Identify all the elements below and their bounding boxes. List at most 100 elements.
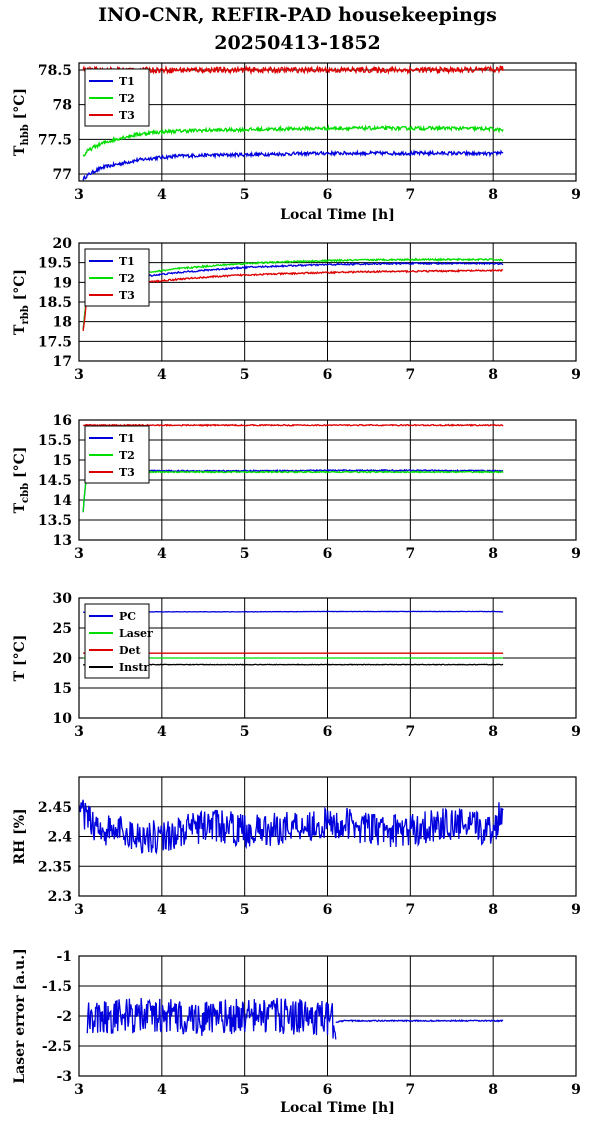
y-axis-label-sub: hbb: [20, 124, 31, 145]
y-tick-label: 30: [53, 591, 73, 607]
x-tick-label: 3: [74, 187, 84, 203]
x-tick-label: 4: [157, 1082, 167, 1098]
x-axis-label: Local Time [h]: [280, 1100, 395, 1116]
y-tick-label: 2.4: [48, 830, 73, 846]
legend-label: T3: [119, 289, 135, 302]
y-tick-label: 20: [53, 236, 73, 252]
chart-panel-5: 3 4 5 6 7 8 9 2.3 2.35 2.4 2.45 RH [%]: [12, 776, 581, 918]
y-axis-label: Trbb [°C]: [12, 269, 31, 335]
y-tick-label: 16: [53, 413, 72, 429]
plot-frame: [78, 419, 577, 541]
x-tick-label: 4: [157, 546, 167, 562]
legend-label: Det: [119, 644, 142, 657]
plot-frame: [78, 242, 577, 362]
x-tick-label: 5: [240, 724, 250, 740]
plot-frame: [78, 597, 577, 719]
y-axis-label-main: T [°C]: [12, 635, 28, 682]
x-tick-label: 4: [157, 724, 167, 740]
x-tick-label: 5: [240, 1082, 250, 1098]
y-tick-label: 2.45: [38, 800, 72, 816]
x-tick-label: 4: [157, 367, 167, 383]
legend-label: Instr: [119, 661, 149, 674]
series-line-t1: [82, 468, 504, 513]
series-line-data: [78, 799, 504, 855]
y-axis-label-sub: rbb: [20, 305, 31, 324]
y-tick-label: 18.5: [38, 295, 72, 311]
plot-frame: [78, 62, 577, 182]
y-tick-label: 10: [53, 711, 73, 727]
y-tick-label: 19: [53, 275, 72, 291]
x-tick-label: 5: [240, 187, 250, 203]
x-tick-label: 7: [405, 724, 415, 740]
y-axis-label-sub: cbb: [20, 483, 31, 503]
legend-label: PC: [119, 610, 136, 623]
plot-frame: [78, 776, 577, 897]
y-axis-label: Laser error [a.u.]: [12, 948, 28, 1083]
series-line-data: [86, 997, 337, 1040]
x-tick-label: 5: [240, 902, 250, 918]
y-tick-label: 14.5: [38, 473, 72, 489]
x-tick-label: 7: [405, 187, 415, 203]
y-axis-label: Thbb [°C]: [12, 88, 31, 156]
chart-panel-6: 3 4 5 6 7 8 9 -3 -2.5 -2 -1.5 -1 Local Time [h] Laser…: [12, 948, 581, 1116]
series-line-t2: [82, 257, 504, 330]
legend-label: T2: [119, 272, 135, 285]
y-axis-label-main: RH [%]: [12, 808, 28, 864]
y-tick-label: 13.5: [38, 513, 72, 529]
y-axis-label-main: Laser error [a.u.]: [12, 948, 28, 1083]
plot-frame: [78, 955, 577, 1077]
y-tick-label: 17: [53, 354, 72, 370]
y-tick-label: 78: [53, 98, 72, 114]
x-tick-label: 6: [323, 546, 333, 562]
x-tick-label: 8: [488, 724, 498, 740]
x-tick-label: 7: [405, 1082, 415, 1098]
x-tick-label: 3: [74, 1082, 84, 1098]
series-line-t2: [82, 124, 504, 157]
y-tick-label: 13: [53, 533, 72, 549]
x-tick-label: 6: [323, 902, 333, 918]
y-tick-label: 15: [53, 453, 72, 469]
x-tick-label: 8: [488, 546, 498, 562]
y-axis-label: RH [%]: [12, 808, 28, 864]
chart-panel-2: 3 4 5 6 7 8 9 17 17.5 18 18.5 19 19.5 20 Trbb [°C] T1 T2…: [12, 236, 581, 383]
chart-title-line2: 20250413-1852: [214, 32, 381, 54]
x-tick-label: 9: [571, 187, 581, 203]
legend-label: Laser: [119, 627, 153, 640]
x-tick-label: 3: [74, 902, 84, 918]
legend-label: T1: [119, 75, 135, 88]
x-tick-label: 8: [488, 1082, 498, 1098]
chart-panel-3: 3 4 5 6 7 8 9 13 13.5 14 14.5 15 15.5 16 Tcbb [°C] T1 T2…: [12, 413, 581, 562]
series-line-data: [335, 1019, 504, 1024]
y-tick-label: 77: [53, 167, 72, 183]
y-tick-label: 25: [53, 621, 72, 637]
x-tick-label: 3: [74, 367, 84, 383]
y-tick-label: -1.5: [42, 979, 72, 995]
series-line-t2: [82, 470, 504, 512]
x-tick-label: 7: [405, 546, 415, 562]
y-axis-label: T [°C]: [12, 635, 28, 682]
y-tick-label: -3: [56, 1069, 72, 1085]
series-line-t1: [82, 149, 504, 181]
y-tick-label: 78.5: [38, 63, 72, 79]
legend: PC Laser Det Instr: [84, 603, 153, 679]
x-tick-label: 8: [488, 902, 498, 918]
y-tick-label: 2.3: [48, 889, 72, 905]
y-tick-label: -2: [56, 1009, 72, 1025]
chart-title-line1: INO-CNR, REFIR-PAD housekeepings: [98, 4, 497, 26]
y-axis-label-main: T: [12, 324, 28, 335]
y-axis-label-main: T: [12, 502, 28, 513]
series-line-t3: [82, 64, 504, 76]
y-tick-label: -1: [56, 949, 72, 965]
x-tick-label: 9: [571, 1082, 581, 1098]
legend-label: T2: [119, 449, 135, 462]
x-tick-label: 6: [323, 367, 333, 383]
y-tick-label: 15: [53, 681, 72, 697]
y-tick-label: 2.35: [38, 859, 72, 875]
x-tick-label: 3: [74, 724, 84, 740]
series-line-t3: [82, 268, 504, 332]
y-tick-label: 77.5: [38, 132, 72, 148]
x-tick-label: 6: [323, 187, 333, 203]
legend-label: T2: [119, 92, 135, 105]
x-tick-label: 7: [405, 367, 415, 383]
